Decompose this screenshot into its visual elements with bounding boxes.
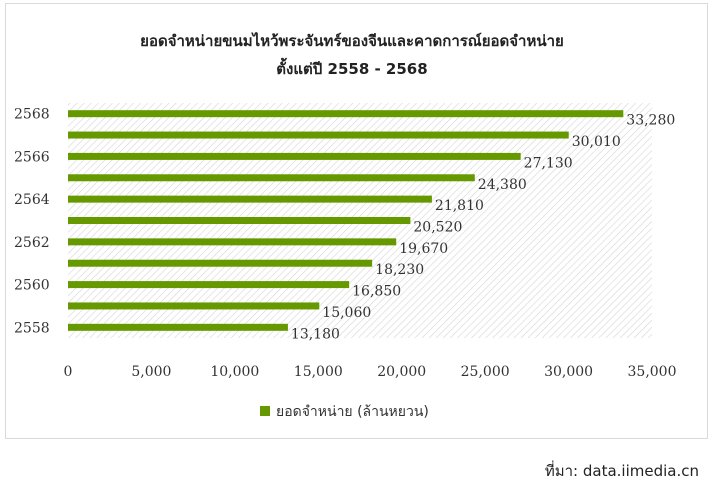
x-tick-0: 0 (64, 364, 73, 380)
x-tick-30000: 30,000 (544, 364, 593, 380)
value-label-2562: 19,670 (399, 241, 448, 257)
y-tick-2564: 2564 (14, 192, 50, 208)
y-axis-tick-labels: 2558 2560 2562 2564 2566 2568 (14, 107, 50, 337)
value-label-2561: 18,230 (375, 262, 424, 278)
bar-2559 (68, 302, 320, 310)
legend: ยอดจำหน่าย (ล้านหยวน) (260, 404, 429, 420)
bar-2566 (68, 152, 521, 160)
value-label-2563: 20,520 (413, 220, 462, 236)
x-tick-35000: 35,000 (628, 364, 677, 380)
x-tick-10000: 10,000 (210, 364, 259, 380)
bar-2562 (68, 238, 397, 246)
bar-2561 (68, 259, 373, 267)
bar-2568 (68, 110, 624, 118)
value-labels-group: 13,180 15,060 16,850 18,230 19,670 20,520 21,8… (291, 113, 675, 343)
source-text: ที่มา: data.iimedia.cn (544, 462, 699, 480)
bar-chart: ยอดจำหน่ายขนมไหว้พระจันทร์ของจีนและคาดกา… (14, 31, 677, 420)
value-label-2559: 15,060 (322, 305, 371, 321)
value-label-2564: 21,810 (435, 198, 484, 214)
bar-2565 (68, 174, 475, 182)
value-label-2565: 24,380 (478, 177, 527, 193)
x-tick-15000: 15,000 (294, 364, 343, 380)
bar-2558 (68, 323, 288, 331)
bar-2567 (68, 131, 569, 139)
x-tick-25000: 25,000 (461, 364, 510, 380)
bar-2560 (68, 281, 350, 289)
value-label-2568: 33,280 (626, 113, 675, 129)
value-label-2566: 27,130 (524, 155, 573, 171)
chart-title-line1: ยอดจำหน่ายขนมไหว้พระจันทร์ของจีนและคาดกา… (140, 31, 564, 50)
bars-group (68, 110, 624, 331)
value-label-2560: 16,850 (352, 284, 401, 300)
legend-swatch (260, 406, 270, 416)
x-tick-5000: 5,000 (131, 364, 171, 380)
y-tick-2560: 2560 (14, 278, 50, 294)
x-tick-20000: 20,000 (377, 364, 426, 380)
y-tick-2566: 2566 (14, 149, 50, 165)
chart-title-line2: ตั้งแต่ปี 2558 - 2568 (276, 57, 427, 78)
y-tick-2568: 2568 (14, 107, 50, 123)
chart-frame: ยอดจำหน่ายขนมไหว้พระจันทร์ของจีนและคาดกา… (5, 3, 708, 439)
legend-label: ยอดจำหน่าย (ล้านหยวน) (276, 404, 429, 420)
bar-2564 (68, 195, 432, 203)
value-label-2558: 13,180 (291, 326, 340, 342)
value-label-2567: 30,010 (572, 134, 621, 150)
y-tick-2558: 2558 (14, 320, 50, 336)
bar-2563 (68, 217, 411, 224)
y-tick-2562: 2562 (14, 235, 50, 251)
x-axis-tick-labels: 0 5,000 10,000 15,000 20,000 25,000 30,000 35,0… (64, 364, 677, 380)
